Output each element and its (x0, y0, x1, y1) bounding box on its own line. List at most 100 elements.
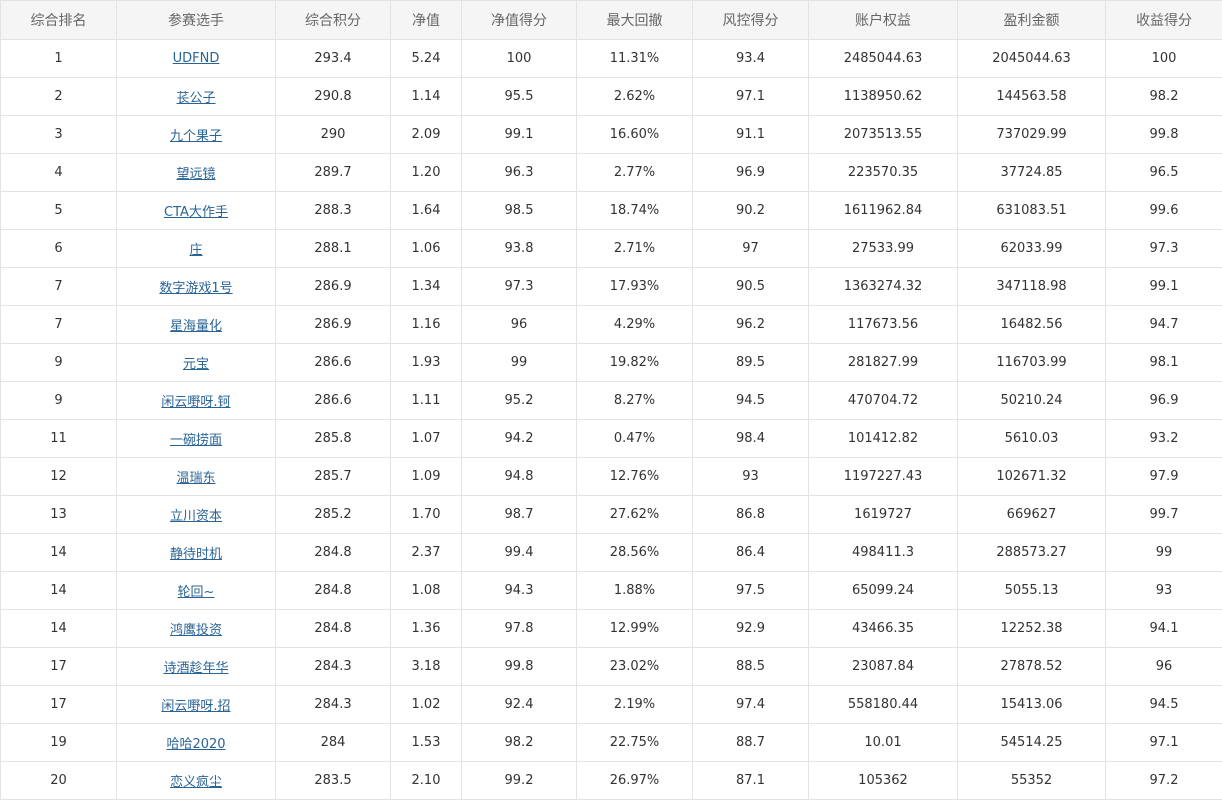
header-max-drawdown[interactable]: 最大回撤 (576, 0, 693, 40)
header-return-score[interactable]: 收益得分 (1105, 0, 1222, 40)
max-drawdown-cell: 18.74% (576, 191, 693, 230)
risk-score-cell: 88.5 (692, 647, 809, 686)
risk-score-cell: 93.4 (692, 39, 809, 78)
total-score-cell: 286.6 (275, 381, 391, 420)
net-value-cell: 2.09 (390, 115, 462, 154)
account-equity-cell: 101412.82 (808, 419, 958, 458)
account-equity-cell: 470704.72 (808, 381, 958, 420)
table-row: 14 轮回~ 284.8 1.08 94.3 1.88% 97.5 65099.24 5055.… (0, 571, 1222, 610)
participant-link[interactable]: 闲云嘢呀.招 (161, 699, 231, 714)
rank-cell: 11 (0, 419, 117, 458)
rank-cell: 19 (0, 723, 117, 762)
max-drawdown-cell: 2.77% (576, 153, 693, 192)
total-score-cell: 284.3 (275, 685, 391, 724)
risk-score-cell: 87.1 (692, 761, 809, 800)
net-value-cell: 1.20 (390, 153, 462, 192)
header-total-score[interactable]: 综合积分 (275, 0, 391, 40)
max-drawdown-cell: 27.62% (576, 495, 693, 534)
risk-score-cell: 96.2 (692, 305, 809, 344)
participant-link[interactable]: 望远镜 (176, 167, 216, 182)
participant-link[interactable]: 一碗捞面 (169, 433, 222, 448)
table-row: 12 温瑞东 285.7 1.09 94.8 12.76% 93 1197227.43 1026… (0, 457, 1222, 496)
table-row: 6 庄 288.1 1.06 93.8 2.71% 97 27533.99 62033.99 97… (0, 229, 1222, 268)
header-profit-amount[interactable]: 盈利金额 (957, 0, 1106, 40)
account-equity-cell: 1138950.62 (808, 77, 958, 116)
participant-link[interactable]: 立川资本 (169, 509, 222, 524)
net-value-score-cell: 98.7 (461, 495, 577, 534)
net-value-cell: 2.37 (390, 533, 462, 572)
table-row: 7 星海量化 286.9 1.16 96 4.29% 96.2 117673.56 16482.… (0, 305, 1222, 344)
header-net-value-score[interactable]: 净值得分 (461, 0, 577, 40)
participant-link[interactable]: 恋义疯尘 (169, 775, 222, 790)
max-drawdown-cell: 2.62% (576, 77, 693, 116)
risk-score-cell: 98.4 (692, 419, 809, 458)
rank-cell: 2 (0, 77, 117, 116)
participant-link[interactable]: 静待时机 (169, 547, 222, 562)
participant-link[interactable]: 庄 (189, 243, 203, 258)
header-net-value[interactable]: 净值 (390, 0, 462, 40)
total-score-cell: 293.4 (275, 39, 391, 78)
account-equity-cell: 2073513.55 (808, 115, 958, 154)
participant-cell: 数字游戏1号 (116, 267, 276, 306)
participant-link[interactable]: 轮回~ (177, 585, 215, 600)
participant-link[interactable]: 闲云嘢呀.钶 (161, 395, 231, 410)
header-risk-score[interactable]: 风控得分 (692, 0, 809, 40)
participant-cell: 轮回~ (116, 571, 276, 610)
net-value-score-cell: 95.5 (461, 77, 577, 116)
max-drawdown-cell: 12.76% (576, 457, 693, 496)
table-row: 9 元宝 286.6 1.93 99 19.82% 89.5 281827.99 116703.… (0, 343, 1222, 382)
participant-link[interactable]: 元宝 (182, 357, 209, 372)
net-value-score-cell: 99 (461, 343, 577, 382)
rank-cell: 3 (0, 115, 117, 154)
participant-link[interactable]: 诗酒趁年华 (163, 661, 229, 676)
participant-link[interactable]: 星海量化 (169, 319, 222, 334)
participant-link[interactable]: 哈哈2020 (166, 737, 226, 752)
total-score-cell: 286.6 (275, 343, 391, 382)
return-score-cell: 97.3 (1105, 229, 1222, 268)
total-score-cell: 286.9 (275, 305, 391, 344)
net-value-score-cell: 99.1 (461, 115, 577, 154)
total-score-cell: 285.8 (275, 419, 391, 458)
participant-link[interactable]: 数字游戏1号 (159, 281, 233, 296)
net-value-score-cell: 93.8 (461, 229, 577, 268)
total-score-cell: 284.8 (275, 533, 391, 572)
profit-amount-cell: 50210.24 (957, 381, 1106, 420)
max-drawdown-cell: 4.29% (576, 305, 693, 344)
header-rank[interactable]: 综合排名 (0, 0, 117, 40)
table-row: 2 苌公子 290.8 1.14 95.5 2.62% 97.1 1138950.62 1445… (0, 77, 1222, 116)
total-score-cell: 289.7 (275, 153, 391, 192)
participant-link[interactable]: UDFND (172, 51, 220, 66)
participant-link[interactable]: 苌公子 (176, 91, 216, 106)
participant-cell: 立川资本 (116, 495, 276, 534)
max-drawdown-cell: 22.75% (576, 723, 693, 762)
net-value-score-cell: 98.5 (461, 191, 577, 230)
return-score-cell: 99.8 (1105, 115, 1222, 154)
participant-cell: 星海量化 (116, 305, 276, 344)
table-row: 1 UDFND 293.4 5.24 100 11.31% 93.4 2485044.63 20… (0, 39, 1222, 78)
net-value-score-cell: 94.8 (461, 457, 577, 496)
net-value-cell: 3.18 (390, 647, 462, 686)
participant-link[interactable]: 九个果子 (169, 129, 222, 144)
participant-link[interactable]: CTA大作手 (164, 205, 228, 220)
return-score-cell: 96.9 (1105, 381, 1222, 420)
risk-score-cell: 89.5 (692, 343, 809, 382)
participant-link[interactable]: 鸿鹰投资 (169, 623, 222, 638)
max-drawdown-cell: 1.88% (576, 571, 693, 610)
profit-amount-cell: 2045044.63 (957, 39, 1106, 78)
rank-cell: 7 (0, 305, 117, 344)
participant-cell: 一碗捞面 (116, 419, 276, 458)
profit-amount-cell: 15413.06 (957, 685, 1106, 724)
header-participant[interactable]: 参赛选手 (116, 0, 276, 40)
return-score-cell: 99.1 (1105, 267, 1222, 306)
net-value-cell: 1.07 (390, 419, 462, 458)
total-score-cell: 290.8 (275, 77, 391, 116)
profit-amount-cell: 12252.38 (957, 609, 1106, 648)
participant-link[interactable]: 温瑞东 (176, 471, 216, 486)
net-value-cell: 1.53 (390, 723, 462, 762)
header-account-equity[interactable]: 账户权益 (808, 0, 958, 40)
participant-cell: 温瑞东 (116, 457, 276, 496)
total-score-cell: 284 (275, 723, 391, 762)
total-score-cell: 284.3 (275, 647, 391, 686)
rank-cell: 9 (0, 343, 117, 382)
risk-score-cell: 97 (692, 229, 809, 268)
